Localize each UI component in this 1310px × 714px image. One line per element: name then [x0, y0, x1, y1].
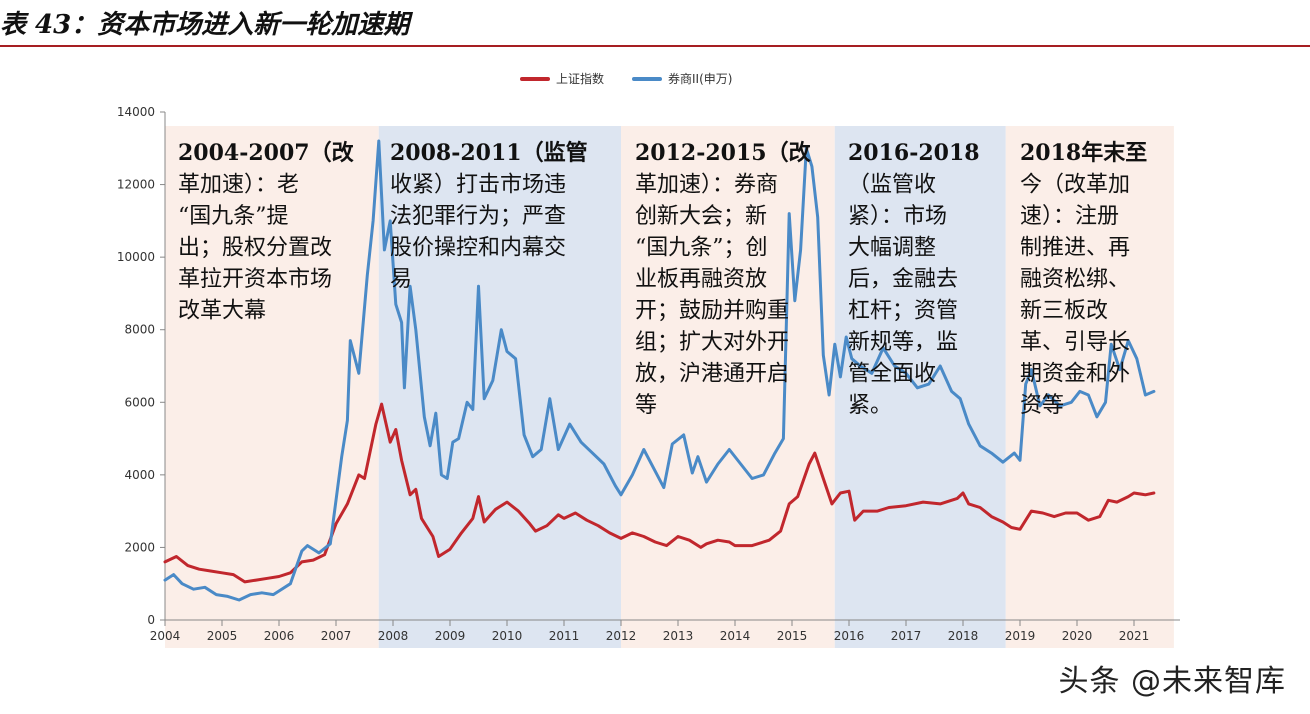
x-tick-label-2020: 2020 — [1062, 629, 1093, 643]
band-2 — [621, 126, 835, 648]
band-annotation-4-line-5: 新三板改 — [1020, 299, 1108, 324]
y-tick-label-10000: 10000 — [117, 250, 155, 264]
band-annotation-1-line-1: 收紧）打击市场违 — [390, 173, 566, 198]
band-0 — [165, 126, 379, 648]
x-tick-label-2019: 2019 — [1005, 629, 1036, 643]
x-tick-label-2021: 2021 — [1119, 629, 1150, 643]
band-annotation-3-line-7: 管全面收 — [848, 362, 936, 387]
y-tick-label-2000: 2000 — [124, 540, 155, 554]
band-annotation-4-line-8: 资等 — [1020, 393, 1064, 418]
band-annotation-0-line-2: “国九条”提 — [178, 204, 289, 229]
x-tick-label-2017: 2017 — [891, 629, 922, 643]
x-tick-label-2008: 2008 — [378, 629, 409, 643]
band-annotation-3-line-0: 2016-2018 — [848, 140, 980, 166]
band-annotation-1-line-0: 2008-2011（监管 — [390, 140, 588, 166]
y-tick-label-4000: 4000 — [124, 468, 155, 482]
band-annotation-2-line-7: 放，沪港通开启 — [635, 362, 789, 387]
band-annotation-1-line-2: 法犯罪行为；严查 — [390, 204, 566, 229]
x-tick-label-2012: 2012 — [606, 629, 637, 643]
legend-swatch-szzs — [520, 76, 550, 81]
band-4 — [1005, 126, 1174, 648]
band-annotation-4-line-4: 融资松绑、 — [1020, 267, 1130, 292]
band-annotation-0-line-3: 出；股权分置改 — [178, 236, 332, 261]
band-annotation-3-line-6: 新规等，监 — [848, 330, 958, 355]
band-annotation-3-line-2: 紧）：市场 — [848, 204, 947, 229]
band-annotation-3-line-8: 紧。 — [848, 393, 892, 418]
band-annotation-3-line-4: 后，金融去 — [848, 267, 958, 292]
legend-label-szzs: 上证指数 — [556, 72, 605, 86]
x-tick-label-2015: 2015 — [777, 629, 808, 643]
x-tick-label-2018: 2018 — [948, 629, 979, 643]
band-1 — [378, 126, 621, 648]
band-annotation-4-line-7: 期资金和外 — [1020, 362, 1130, 387]
band-annotation-2-line-8: 等 — [635, 393, 657, 418]
series-line-0 — [163, 402, 1156, 584]
band-annotation-3-line-1: （监管收 — [848, 173, 936, 198]
x-tick-label-2007: 2007 — [321, 629, 352, 643]
x-tick-label-2010: 2010 — [492, 629, 523, 643]
band-annotation-2-line-4: 业板再融资放 — [635, 267, 767, 292]
y-tick-label-6000: 6000 — [124, 395, 155, 409]
x-tick-label-2016: 2016 — [834, 629, 865, 643]
y-tick-label-14000: 14000 — [117, 105, 155, 119]
band-annotation-4-line-6: 革、引导长 — [1020, 330, 1130, 355]
legend-swatch-brokers — [632, 76, 663, 81]
y-tick-label-8000: 8000 — [124, 323, 155, 337]
watermark: 头条 @未来智库 — [1058, 664, 1286, 699]
band-annotation-3-line-5: 杠杆；资管 — [848, 299, 958, 324]
band-annotation-0-line-1: 革加速）：老 — [178, 173, 299, 198]
band-annotation-2-line-3: “国九条”；创 — [635, 236, 768, 261]
x-tick-label-2011: 2011 — [549, 629, 580, 643]
band-annotation-1-line-3: 股价操控和内幕交 — [390, 236, 566, 261]
legend-item-brokers: 券商II(申万) — [632, 70, 732, 87]
x-tick-label-2005: 2005 — [207, 629, 238, 643]
x-tick-label-2014: 2014 — [720, 629, 751, 643]
x-tick-label-2006: 2006 — [264, 629, 295, 643]
band-annotation-3-line-3: 大幅调整 — [848, 236, 936, 261]
band-annotation-4-line-0: 2018年末至 — [1020, 140, 1147, 166]
band-annotation-4-line-2: 速）：注册 — [1020, 204, 1119, 229]
x-tick-label-2013: 2013 — [663, 629, 694, 643]
chart-legend: 上证指数 券商II(申万) — [520, 70, 732, 87]
band-annotation-2-line-6: 组；扩大对外开 — [635, 330, 789, 355]
title-rule — [0, 45, 1310, 47]
band-annotation-2-line-1: 革加速）：券商 — [635, 173, 778, 198]
band-annotation-0-line-5: 改革大幕 — [178, 299, 266, 324]
band-annotation-4-line-3: 制推进、再 — [1020, 236, 1130, 261]
series-line-1 — [163, 139, 1156, 602]
legend-label-brokers: 券商II(申万) — [668, 72, 733, 86]
band-annotation-2-line-0: 2012-2015（改 — [635, 140, 812, 166]
band-annotation-0-line-4: 革拉开资本市场 — [178, 267, 332, 292]
band-annotation-4-line-1: 今（改革加 — [1020, 173, 1130, 198]
band-annotation-1-line-4: 易 — [390, 267, 412, 292]
legend-item-szzs: 上证指数 — [520, 70, 604, 87]
band-annotation-0-line-0: 2004-2007（改 — [178, 140, 355, 166]
band-annotation-2-line-5: 开；鼓励并购重 — [635, 299, 789, 324]
y-tick-label-0: 0 — [147, 613, 155, 627]
x-tick-label-2004: 2004 — [150, 629, 181, 643]
band-annotation-2-line-2: 创新大会；新 — [635, 204, 767, 229]
y-tick-label-12000: 12000 — [117, 178, 155, 192]
x-tick-label-2009: 2009 — [435, 629, 466, 643]
page-title: 表 43：资本市场进入新一轮加速期 — [0, 10, 410, 40]
